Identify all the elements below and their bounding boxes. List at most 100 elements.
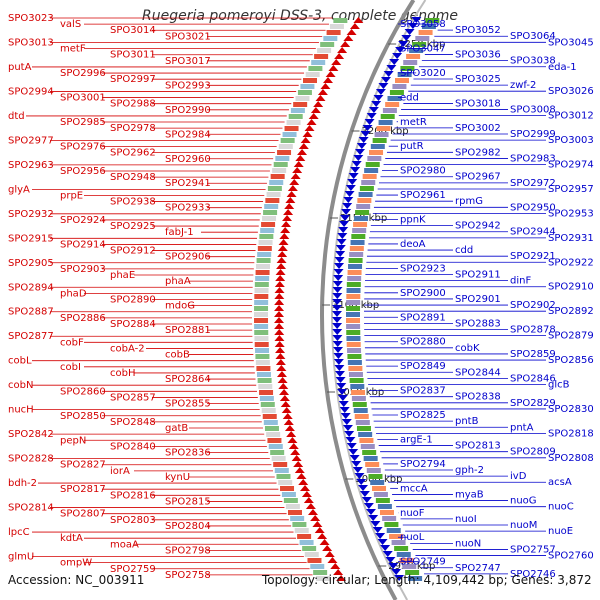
- left-gene-label: SPO2881: [165, 325, 211, 336]
- left-gene-label: SPO2894: [8, 282, 54, 293]
- plus-strand-gene-arrow: [381, 77, 392, 83]
- right-gene-label: gph-2: [455, 465, 484, 476]
- plus-strand-gene-arrow: [354, 473, 365, 479]
- left-gene-label: SPO2996: [60, 68, 106, 79]
- minus-strand-gene-arrow: [276, 365, 287, 371]
- left-gene-label: kynU: [165, 472, 190, 483]
- accession-text: Accession: NC_003911: [8, 573, 145, 587]
- plus-strand-gene-arrow: [333, 269, 344, 275]
- feature-block: [354, 414, 369, 419]
- left-gene-label: SPO2759: [110, 564, 156, 575]
- minus-strand-gene-arrow: [320, 83, 331, 89]
- feature-block: [333, 18, 348, 23]
- feature-block: [365, 462, 380, 467]
- feature-block: [351, 390, 366, 395]
- minus-strand-gene-arrow: [279, 233, 290, 239]
- plus-strand-gene-arrow: [371, 101, 382, 107]
- feature-block: [278, 480, 293, 485]
- plus-strand-gene-arrow: [337, 233, 348, 239]
- right-gene-label: SPO2747: [455, 563, 501, 574]
- right-gene-label: putR: [400, 141, 424, 152]
- left-gene-label: mdoG: [165, 301, 195, 312]
- feature-block: [358, 192, 373, 197]
- minus-strand-gene-arrow: [281, 407, 292, 413]
- right-gene-label: SPO2891: [400, 312, 446, 323]
- right-gene-label: SPO2967: [455, 172, 501, 183]
- plus-strand-gene-arrow: [351, 161, 362, 167]
- right-gene-label: SPO3003: [548, 135, 594, 146]
- plus-strand-gene-arrow: [383, 71, 394, 77]
- feature-block: [254, 288, 269, 293]
- feature-block: [348, 372, 363, 377]
- plus-strand-gene-arrow: [348, 173, 359, 179]
- left-gene-label: SPO2758: [165, 570, 211, 581]
- minus-strand-gene-arrow: [313, 101, 324, 107]
- plus-strand-gene-arrow: [356, 143, 367, 149]
- minus-strand-gene-arrow: [275, 269, 286, 275]
- feature-block: [366, 468, 381, 473]
- plus-strand-gene-arrow: [380, 545, 391, 551]
- minus-strand-gene-arrow: [308, 113, 319, 119]
- feature-block: [270, 174, 285, 179]
- plus-strand-gene-arrow: [340, 215, 351, 221]
- feature-block: [299, 540, 314, 545]
- minus-strand-gene-arrow: [333, 569, 344, 575]
- map-title: Ruegeria pomeroyi DSS-3, complete genome: [142, 8, 458, 24]
- right-gene-label: SPO3052: [455, 25, 501, 36]
- feature-block: [389, 534, 404, 539]
- plus-strand-gene-arrow: [332, 341, 343, 347]
- feature-block: [389, 90, 404, 95]
- feature-block: [304, 552, 319, 557]
- minus-strand-gene-arrow: [277, 377, 288, 383]
- plus-strand-gene-arrow: [345, 437, 356, 443]
- feature-block: [287, 510, 302, 515]
- plus-strand-gene-arrow: [360, 131, 371, 137]
- right-gene-label: pntB: [455, 416, 479, 427]
- left-gene-label: SPO2803: [110, 515, 156, 526]
- plus-strand-gene-arrow: [335, 251, 346, 257]
- plus-strand-gene-arrow: [335, 245, 346, 251]
- feature-block: [348, 366, 363, 371]
- left-gene-label: SPO2985: [60, 117, 106, 128]
- right-gene-label: ppnK: [400, 215, 426, 226]
- left-gene-label: SPO2988: [110, 99, 156, 110]
- right-gene-label: SPO3020: [400, 68, 446, 79]
- left-gene-label: SPO2836: [165, 447, 211, 458]
- plus-strand-gene-arrow: [343, 197, 354, 203]
- right-gene-label: SPO2878: [510, 324, 556, 335]
- left-gene-label: gatB: [165, 423, 188, 434]
- plus-strand-gene-arrow: [378, 83, 389, 89]
- left-gene-label: SPO2815: [165, 496, 211, 507]
- feature-block: [262, 414, 277, 419]
- plus-strand-gene-arrow: [359, 491, 370, 497]
- feature-block: [355, 420, 370, 425]
- left-gene-label: SPO2887: [8, 307, 54, 318]
- feature-block: [375, 498, 390, 503]
- left-gene-label: SPO2864: [165, 374, 211, 385]
- feature-block: [265, 198, 280, 203]
- feature-block: [317, 48, 332, 53]
- feature-block: [260, 228, 275, 233]
- feature-block: [273, 462, 288, 467]
- feature-block: [255, 270, 270, 275]
- right-gene-label: nuoN: [455, 538, 481, 549]
- feature-block: [259, 234, 274, 239]
- left-gene-label: SPO2814: [8, 503, 54, 514]
- feature-block: [349, 252, 364, 257]
- minus-strand-gene-arrow: [274, 305, 285, 311]
- feature-block: [275, 156, 290, 161]
- plus-strand-gene-arrow: [335, 377, 346, 383]
- minus-strand-gene-arrow: [304, 125, 315, 131]
- left-gene-label: cobH: [110, 368, 135, 379]
- left-gene-label: SPO2914: [60, 239, 106, 250]
- plus-strand-gene-arrow: [350, 167, 361, 173]
- feature-block: [261, 408, 276, 413]
- left-gene-label: SPO2906: [165, 252, 211, 263]
- feature-block: [349, 378, 364, 383]
- left-gene-label: SPO2828: [8, 454, 54, 465]
- left-gene-label: SPO2976: [60, 142, 106, 153]
- feature-block: [293, 102, 308, 107]
- right-gene-label: nuoF: [400, 508, 425, 519]
- feature-block: [369, 150, 384, 155]
